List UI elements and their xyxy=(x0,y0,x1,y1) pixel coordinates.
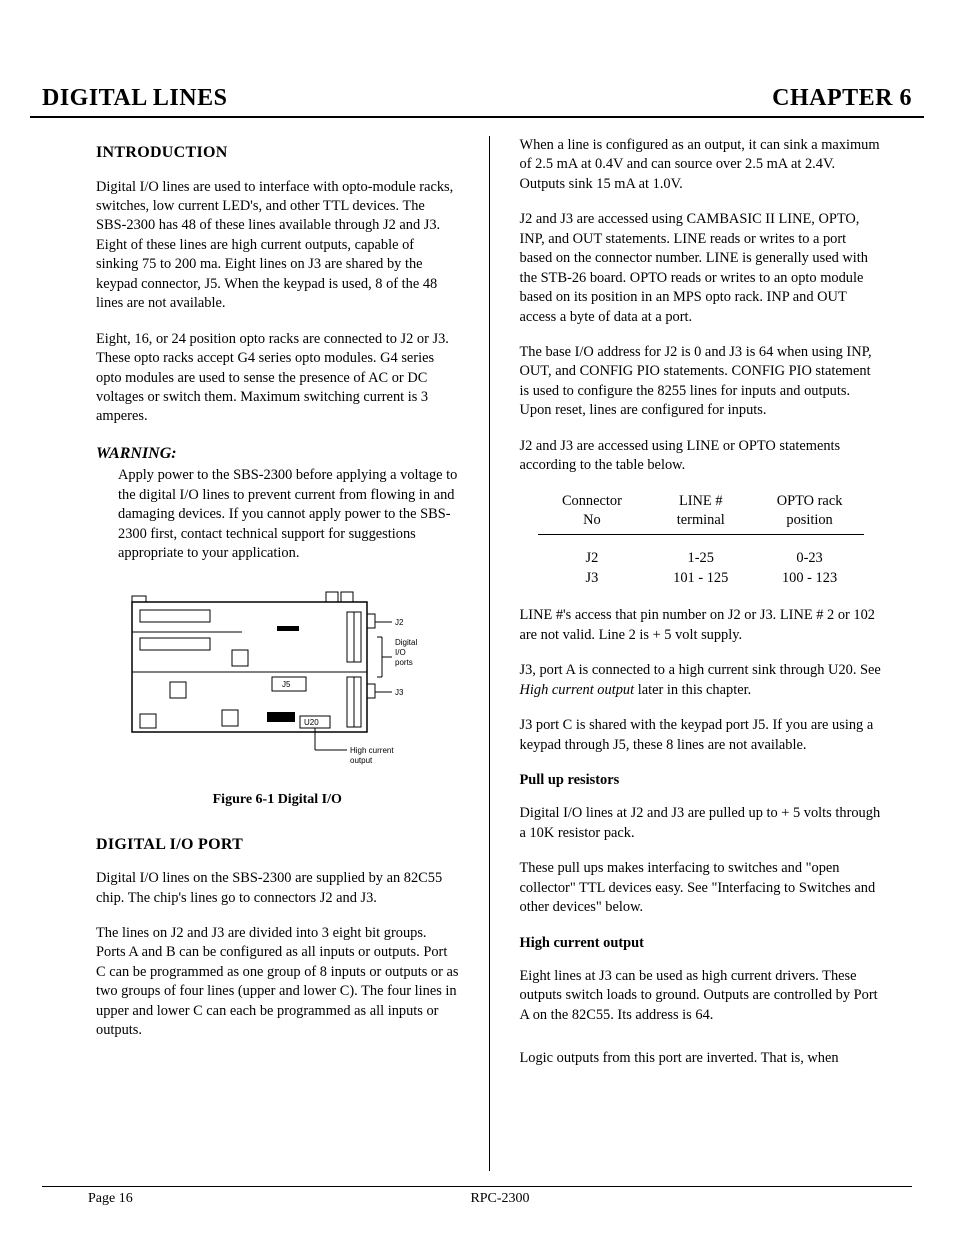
cell-opto: 0-23 xyxy=(755,549,864,568)
chapter-header: DIGITAL LINES CHAPTER 6 xyxy=(30,85,924,118)
page: DIGITAL LINES CHAPTER 6 INTRODUCTION Dig… xyxy=(0,0,954,1235)
right-para-4: J2 and J3 are accessed using LINE or OPT… xyxy=(520,437,883,476)
cell-line: 101 - 125 xyxy=(646,569,755,588)
table-header-opto: OPTO rack position xyxy=(755,492,864,531)
cell-connector: J3 xyxy=(538,569,647,588)
right-para-8: Digital I/O lines at J2 and J3 are pulle… xyxy=(520,804,883,843)
warning-heading: WARNING: xyxy=(96,443,459,465)
right-para-9: These pull ups makes interfacing to swit… xyxy=(520,859,883,917)
header-title-left: DIGITAL LINES xyxy=(42,85,227,112)
digital-io-port-heading: DIGITAL I/O PORT xyxy=(96,834,459,856)
cell-connector: J2 xyxy=(538,549,647,568)
cell-opto: 100 - 123 xyxy=(755,569,864,588)
right-para-2: J2 and J3 are accessed using CAMBASIC II… xyxy=(520,210,883,327)
p6-suffix: later in this chapter. xyxy=(634,682,751,698)
figure-caption: Figure 6-1 Digital I/O xyxy=(96,791,459,810)
table-header-connector: Connector No xyxy=(538,492,647,531)
p6-italic: High current output xyxy=(520,682,635,698)
table-header-line: LINE # terminal xyxy=(646,492,755,531)
table-row: J2 1-25 0-23 xyxy=(538,549,865,568)
right-para-11: Logic outputs from this port are inverte… xyxy=(520,1049,883,1068)
right-para-5: LINE #'s access that pin number on J2 or… xyxy=(520,606,883,645)
warning-body: Apply power to the SBS-2300 before apply… xyxy=(118,466,459,563)
connector-table: Connector No LINE # terminal OPTO rack p… xyxy=(538,492,865,589)
label-high-current: High current xyxy=(350,746,394,755)
footer-spacer xyxy=(637,1191,912,1207)
right-para-10: Eight lines at J3 can be used as high cu… xyxy=(520,967,883,1025)
cell-line: 1-25 xyxy=(646,549,755,568)
table-header: Connector No LINE # terminal OPTO rack p… xyxy=(538,492,865,536)
table-row: J3 101 - 125 100 - 123 xyxy=(538,569,865,588)
left-column: INTRODUCTION Digital I/O lines are used … xyxy=(42,136,490,1171)
figure-6-1: J2 J5 J3 U20 Digital I/O ports High curr… xyxy=(96,582,459,777)
high-current-output-heading: High current output xyxy=(520,934,883,953)
footer-doc-id: RPC-2300 xyxy=(363,1191,638,1207)
label-digital: Digital xyxy=(395,638,417,647)
right-para-7: J3 port C is shared with the keypad port… xyxy=(520,716,883,755)
dio-para-2: The lines on J2 and J3 are divided into … xyxy=(96,924,459,1041)
page-footer: Page 16 RPC-2300 xyxy=(42,1186,912,1207)
right-para-1: When a line is configured as an output, … xyxy=(520,136,883,194)
intro-para-2: Eight, 16, or 24 position opto racks are… xyxy=(96,330,459,427)
table-body: J2 1-25 0-23 J3 101 - 125 100 - 123 xyxy=(538,535,865,588)
footer-page-number: Page 16 xyxy=(42,1191,363,1207)
label-io: I/O xyxy=(395,648,406,657)
label-j5: J5 xyxy=(282,680,291,689)
label-j2: J2 xyxy=(395,618,404,627)
dio-para-1: Digital I/O lines on the SBS-2300 are su… xyxy=(96,869,459,908)
intro-para-1: Digital I/O lines are used to interface … xyxy=(96,178,459,314)
header-title-right: CHAPTER 6 xyxy=(772,85,912,112)
right-para-6: J3, port A is connected to a high curren… xyxy=(520,661,883,700)
p6-prefix: J3, port A is connected to a high curren… xyxy=(520,662,881,678)
label-output: output xyxy=(350,756,373,765)
introduction-heading: INTRODUCTION xyxy=(96,142,459,164)
right-para-3: The base I/O address for J2 is 0 and J3 … xyxy=(520,343,883,421)
label-ports: ports xyxy=(395,658,413,667)
right-column: When a line is configured as an output, … xyxy=(490,136,913,1171)
label-u20: U20 xyxy=(304,718,319,727)
digital-io-diagram: J2 J5 J3 U20 Digital I/O ports High curr… xyxy=(122,582,432,777)
label-j3: J3 xyxy=(395,688,404,697)
two-column-layout: INTRODUCTION Digital I/O lines are used … xyxy=(42,136,912,1171)
pull-up-resistors-heading: Pull up resistors xyxy=(520,771,883,790)
